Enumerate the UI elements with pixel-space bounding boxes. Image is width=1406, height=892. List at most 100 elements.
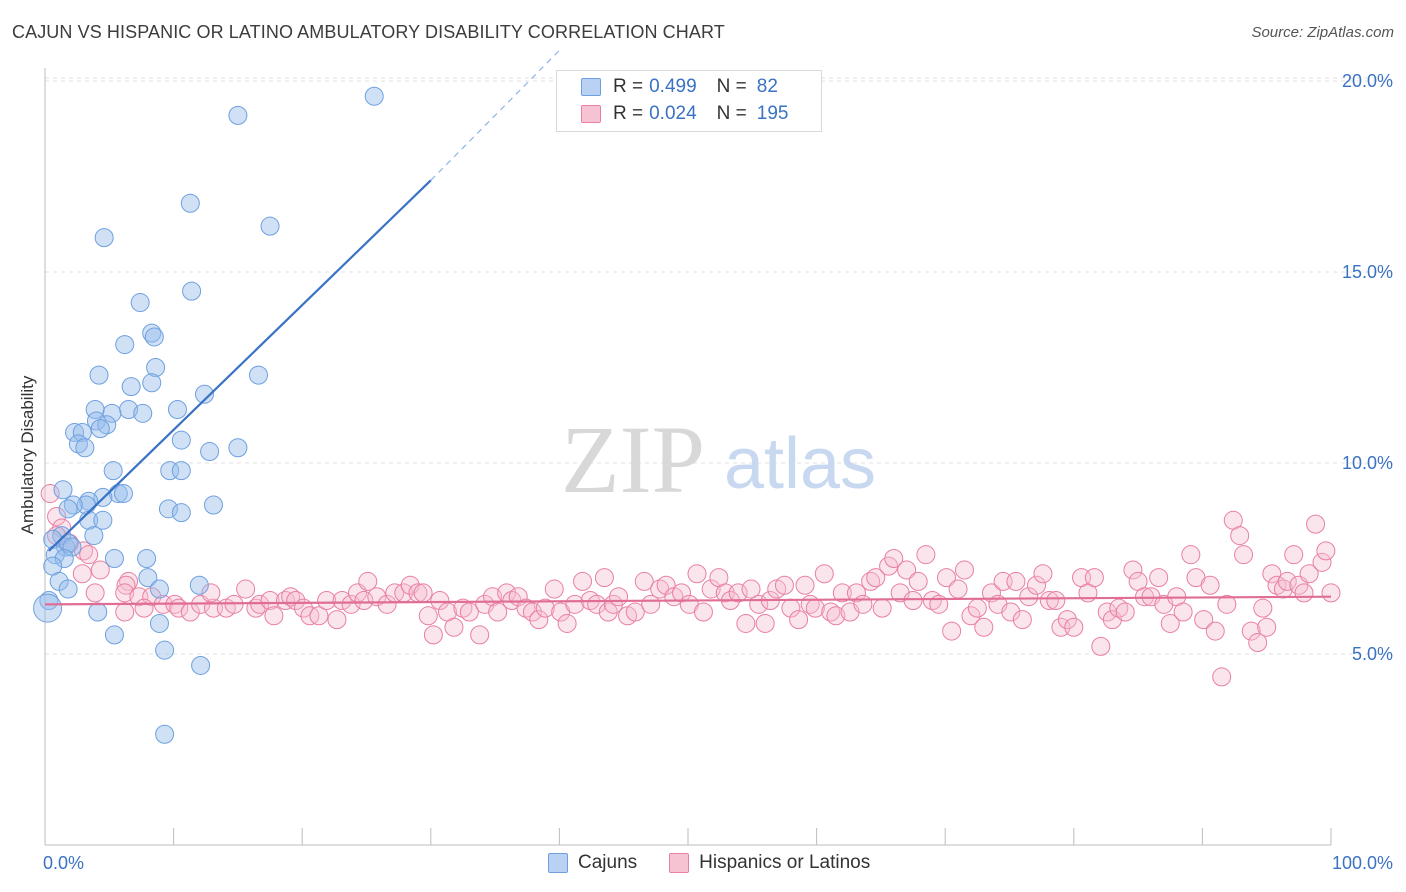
legend-n-label: N = bbox=[716, 76, 747, 97]
legend-swatch-hispanics bbox=[581, 105, 601, 123]
hispanic-point bbox=[693, 602, 713, 622]
cajun-point bbox=[200, 442, 220, 462]
hispanic-point bbox=[1234, 545, 1254, 565]
hispanic-point bbox=[115, 583, 135, 603]
hispanic-point bbox=[309, 606, 329, 626]
cajun-point bbox=[160, 461, 180, 481]
cajun-trend-line bbox=[48, 179, 432, 552]
cajun-point bbox=[364, 86, 384, 106]
hispanic-point bbox=[354, 591, 374, 611]
cajun-point bbox=[203, 495, 223, 515]
hispanic-point bbox=[1123, 560, 1143, 580]
hispanic-trend-line bbox=[44, 595, 1332, 606]
cajun-point bbox=[58, 533, 78, 553]
y-tick-label: 5.0% bbox=[1352, 644, 1393, 664]
hispanic-point bbox=[535, 598, 555, 618]
hispanic-point bbox=[897, 560, 917, 580]
hispanic-point bbox=[954, 560, 974, 580]
cajun-point bbox=[115, 335, 135, 355]
cajun-point bbox=[137, 549, 157, 568]
hispanic-point bbox=[853, 594, 873, 614]
cajun-point bbox=[90, 419, 110, 439]
hispanic-point bbox=[884, 549, 904, 568]
cajun-point bbox=[189, 575, 209, 595]
cajun-point bbox=[167, 400, 187, 420]
hispanic-point bbox=[832, 583, 852, 603]
series-legend-label-cajuns: Cajuns bbox=[578, 852, 638, 873]
hispanic-point bbox=[1253, 598, 1273, 618]
hispanic-point bbox=[557, 613, 577, 633]
hispanic-point bbox=[795, 575, 815, 595]
legend-n-value-cajuns: 82 bbox=[756, 76, 778, 97]
y-tick-label: 20.0% bbox=[1342, 71, 1393, 91]
cajun-point bbox=[65, 422, 85, 442]
cajun-point bbox=[149, 613, 169, 633]
legend-row-cajuns: R = 0.499 N = 82 bbox=[581, 75, 778, 99]
cajun-trend-extension bbox=[430, 50, 560, 181]
series-legend-swatch-hispanics bbox=[669, 853, 690, 873]
legend-r-label: R = bbox=[613, 76, 644, 97]
series-legend-item-hispanics[interactable]: Hispanics or Latinos bbox=[669, 852, 870, 874]
hispanic-point bbox=[1316, 541, 1336, 561]
hispanic-point bbox=[573, 571, 593, 591]
hispanic-point bbox=[625, 602, 645, 622]
hispanic-point bbox=[903, 591, 923, 611]
cajun-point bbox=[142, 373, 162, 393]
hispanic-point bbox=[1299, 564, 1319, 584]
cajun-point bbox=[63, 495, 83, 515]
hispanic-point bbox=[201, 583, 221, 603]
hispanic-point bbox=[1006, 571, 1026, 591]
legend-row-hispanics: R = 0.024 N = 195 bbox=[581, 102, 788, 126]
hispanic-point bbox=[741, 579, 761, 599]
cajun-point bbox=[93, 510, 113, 530]
hispanic-point bbox=[1212, 667, 1232, 687]
hispanic-point bbox=[1064, 617, 1084, 637]
cajun-point bbox=[144, 327, 164, 347]
gridlines bbox=[45, 77, 1391, 655]
cajun-point bbox=[103, 461, 123, 481]
hispanic-point bbox=[358, 571, 378, 591]
cajun-point bbox=[149, 579, 169, 599]
hispanic-point bbox=[789, 610, 809, 630]
hispanic-point bbox=[430, 591, 450, 611]
hispanic-point bbox=[79, 545, 99, 565]
hispanic-point bbox=[1039, 591, 1059, 611]
hispanic-point bbox=[286, 591, 306, 611]
hispanic-point bbox=[866, 568, 886, 588]
hispanic-point bbox=[90, 560, 110, 580]
cajun-point bbox=[58, 499, 78, 519]
hispanic-point bbox=[116, 575, 136, 595]
stats-legend: R = 0.499 N = 82 R = 0.024 N = 195 bbox=[556, 70, 822, 132]
data-points bbox=[33, 86, 1341, 744]
hispanic-point bbox=[488, 602, 508, 622]
hispanic-point bbox=[470, 625, 490, 645]
hispanic-point bbox=[1200, 575, 1220, 595]
cajun-point bbox=[84, 526, 104, 546]
cajun-point bbox=[171, 503, 191, 523]
cajun-point bbox=[72, 422, 92, 442]
hispanic-point bbox=[115, 602, 135, 622]
hispanic-point bbox=[1027, 575, 1047, 595]
cajun-point bbox=[146, 358, 166, 377]
hispanic-point bbox=[728, 583, 748, 603]
cajun-point bbox=[228, 105, 248, 125]
hispanic-point bbox=[1012, 610, 1032, 630]
cajun-point bbox=[191, 655, 211, 675]
hispanic-point bbox=[961, 606, 981, 626]
hispanic-point bbox=[936, 568, 956, 588]
y-tick-label: 10.0% bbox=[1342, 453, 1393, 473]
watermark: ZIP atlas bbox=[561, 406, 876, 513]
hispanic-point bbox=[341, 594, 361, 614]
hispanic-point bbox=[908, 571, 928, 591]
tick-labels: 5.0% 10.0% 15.0% 20.0% 0.0% 100.0% bbox=[43, 71, 1393, 873]
hispanic-point bbox=[634, 571, 654, 591]
legend-r-label: R = bbox=[613, 103, 644, 124]
hispanic-point bbox=[1181, 545, 1201, 565]
cajun-point bbox=[130, 293, 150, 313]
hispanic-point bbox=[142, 587, 162, 607]
hispanic-point bbox=[687, 564, 707, 584]
hispanic-point bbox=[1241, 621, 1261, 641]
cajun-point bbox=[89, 365, 109, 385]
hispanic-point bbox=[1312, 552, 1332, 572]
series-legend-item-cajuns[interactable]: Cajuns bbox=[548, 852, 637, 874]
